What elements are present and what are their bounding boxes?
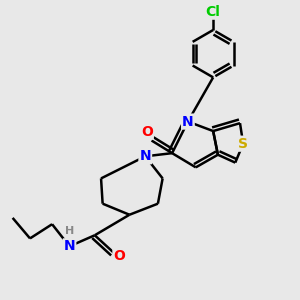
Text: O: O bbox=[113, 249, 125, 263]
Text: N: N bbox=[140, 149, 151, 163]
Text: N: N bbox=[182, 115, 194, 129]
Text: S: S bbox=[238, 137, 248, 151]
Text: O: O bbox=[141, 125, 153, 139]
Text: N: N bbox=[64, 239, 75, 253]
Text: Cl: Cl bbox=[206, 5, 220, 19]
Text: H: H bbox=[65, 226, 74, 236]
